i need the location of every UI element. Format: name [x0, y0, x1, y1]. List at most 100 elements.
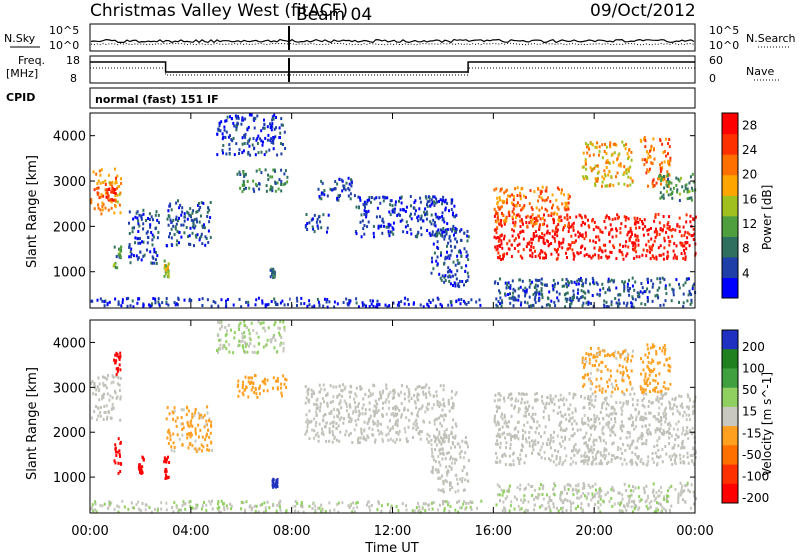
power-colorbar-tick-label: 16: [742, 192, 757, 206]
power-cell: [660, 177, 663, 181]
velocity-cell: [439, 422, 442, 426]
power-cell: [529, 282, 532, 286]
power-cell: [664, 137, 667, 141]
velocity-cell: [119, 418, 122, 422]
velocity-cell: [626, 360, 629, 363]
power-cell: [363, 203, 366, 207]
velocity-cell: [243, 331, 246, 335]
velocity-cell: [372, 409, 375, 413]
power-cell: [142, 303, 145, 307]
velocity-cell: [184, 507, 187, 511]
velocity-cell: [432, 403, 435, 407]
power-cell: [596, 141, 599, 145]
velocity-cell: [115, 374, 118, 378]
power-cell: [453, 281, 456, 285]
power-cell: [511, 215, 514, 219]
velocity-cell: [318, 422, 321, 426]
power-cell: [632, 244, 635, 248]
velocity-cell: [591, 459, 594, 463]
power-cell: [509, 286, 512, 290]
power-cell: [647, 152, 650, 156]
power-cell: [189, 207, 192, 211]
velocity-cell: [598, 435, 601, 439]
power-cell: [448, 256, 451, 260]
velocity-cell: [634, 452, 637, 456]
power-cell: [604, 174, 607, 178]
velocity-cell: [621, 365, 624, 369]
velocity-cell: [200, 413, 203, 417]
velocity-cell: [645, 442, 648, 446]
velocity-cell: [670, 407, 673, 411]
power-cell: [440, 251, 442, 255]
velocity-cell: [294, 500, 297, 503]
power-cell: [584, 231, 587, 235]
power-cell: [689, 220, 692, 224]
velocity-cell: [233, 336, 236, 340]
velocity-cell: [514, 405, 516, 408]
velocity-cell: [441, 440, 444, 444]
power-cell: [116, 200, 119, 204]
power-cell: [443, 280, 446, 284]
power-cell: [203, 226, 206, 230]
power-cell: [95, 172, 98, 176]
power-cell: [428, 199, 431, 203]
power-cell: [519, 231, 522, 235]
power-cell: [596, 292, 599, 296]
velocity-cell: [500, 415, 503, 419]
power-cell: [601, 175, 604, 179]
power-cell: [644, 139, 647, 143]
power-cell: [659, 196, 662, 200]
power-cell: [602, 287, 605, 290]
velocity-cell: [687, 395, 690, 399]
velocity-cell: [654, 496, 657, 500]
power-cell: [207, 241, 210, 244]
velocity-cell: [648, 373, 651, 377]
power-cell: [136, 301, 139, 305]
velocity-cell: [652, 378, 655, 382]
power-cell: [151, 302, 153, 306]
power-cell: [238, 148, 241, 152]
velocity-cell: [542, 416, 545, 419]
velocity-cell: [598, 384, 601, 388]
velocity-cell: [395, 404, 398, 408]
power-cell: [121, 298, 124, 302]
velocity-cell: [660, 392, 663, 396]
velocity-cell: [262, 510, 265, 514]
power-cell: [616, 213, 619, 217]
velocity-cell: [517, 437, 520, 441]
velocity-cell: [277, 326, 280, 330]
power-cell: [656, 293, 659, 297]
velocity-cell: [671, 397, 674, 401]
power-cell: [516, 243, 519, 247]
velocity-cell: [238, 339, 241, 343]
power-cell: [499, 189, 502, 193]
velocity-cell: [350, 390, 353, 394]
velocity-cell: [308, 398, 311, 402]
velocity-cell: [584, 455, 587, 459]
power-cell: [305, 213, 308, 216]
velocity-cell: [520, 401, 523, 405]
velocity-cell: [121, 499, 124, 503]
power-cell: [667, 159, 670, 163]
velocity-cell: [540, 456, 543, 460]
velocity-cell: [111, 396, 114, 400]
power-cell: [569, 304, 572, 307]
power-cell: [345, 181, 348, 185]
power-cell: [652, 185, 655, 189]
velocity-cell: [113, 459, 116, 463]
power-cell: [280, 123, 283, 127]
velocity-cell: [515, 434, 518, 438]
power-cell: [280, 183, 283, 186]
velocity-cell: [328, 429, 331, 433]
velocity-cell: [94, 393, 97, 396]
power-cell: [512, 221, 515, 225]
power-cell: [622, 257, 625, 261]
velocity-cell: [226, 506, 229, 510]
power-cell: [682, 301, 685, 305]
power-cell: [173, 233, 176, 236]
power-cell: [284, 169, 287, 173]
power-cell: [137, 241, 140, 245]
power-cell: [233, 153, 236, 157]
power-cell: [622, 173, 625, 176]
power-cell: [635, 226, 637, 230]
